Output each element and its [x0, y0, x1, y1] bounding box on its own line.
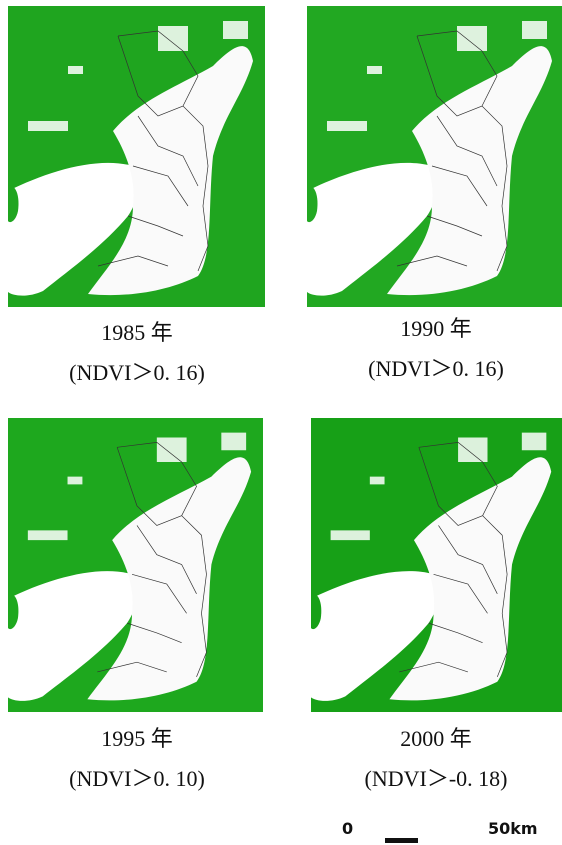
ndvi-threshold: (NDVI＞0. 16): [368, 356, 504, 381]
year-caption: 1995 年: [101, 726, 173, 751]
map-panel: [8, 418, 263, 712]
year-caption: 2000 年: [400, 726, 472, 751]
scale-end: 50km: [488, 819, 538, 838]
page: {"panels": [ {"year": "1985 年", "thresho…: [0, 0, 562, 845]
map-panel: [311, 418, 562, 712]
map-panel: [307, 6, 562, 307]
scale-bar: [385, 838, 418, 843]
year-caption: 1985 年: [101, 320, 173, 345]
scale-start: 0: [342, 819, 353, 838]
figure: 0 50km 1985 年 (NDVI＞0. 16) 1990 年 (NDVI＞0. …: [0, 0, 562, 845]
ndvi-threshold: (NDVI＞0. 10): [69, 766, 205, 791]
ndvi-threshold: (NDVI＞-0. 18): [365, 766, 508, 791]
ndvi-threshold: (NDVI＞0. 16): [69, 360, 205, 385]
year-caption: 1990 年: [400, 316, 472, 341]
map-panel: [8, 6, 265, 307]
